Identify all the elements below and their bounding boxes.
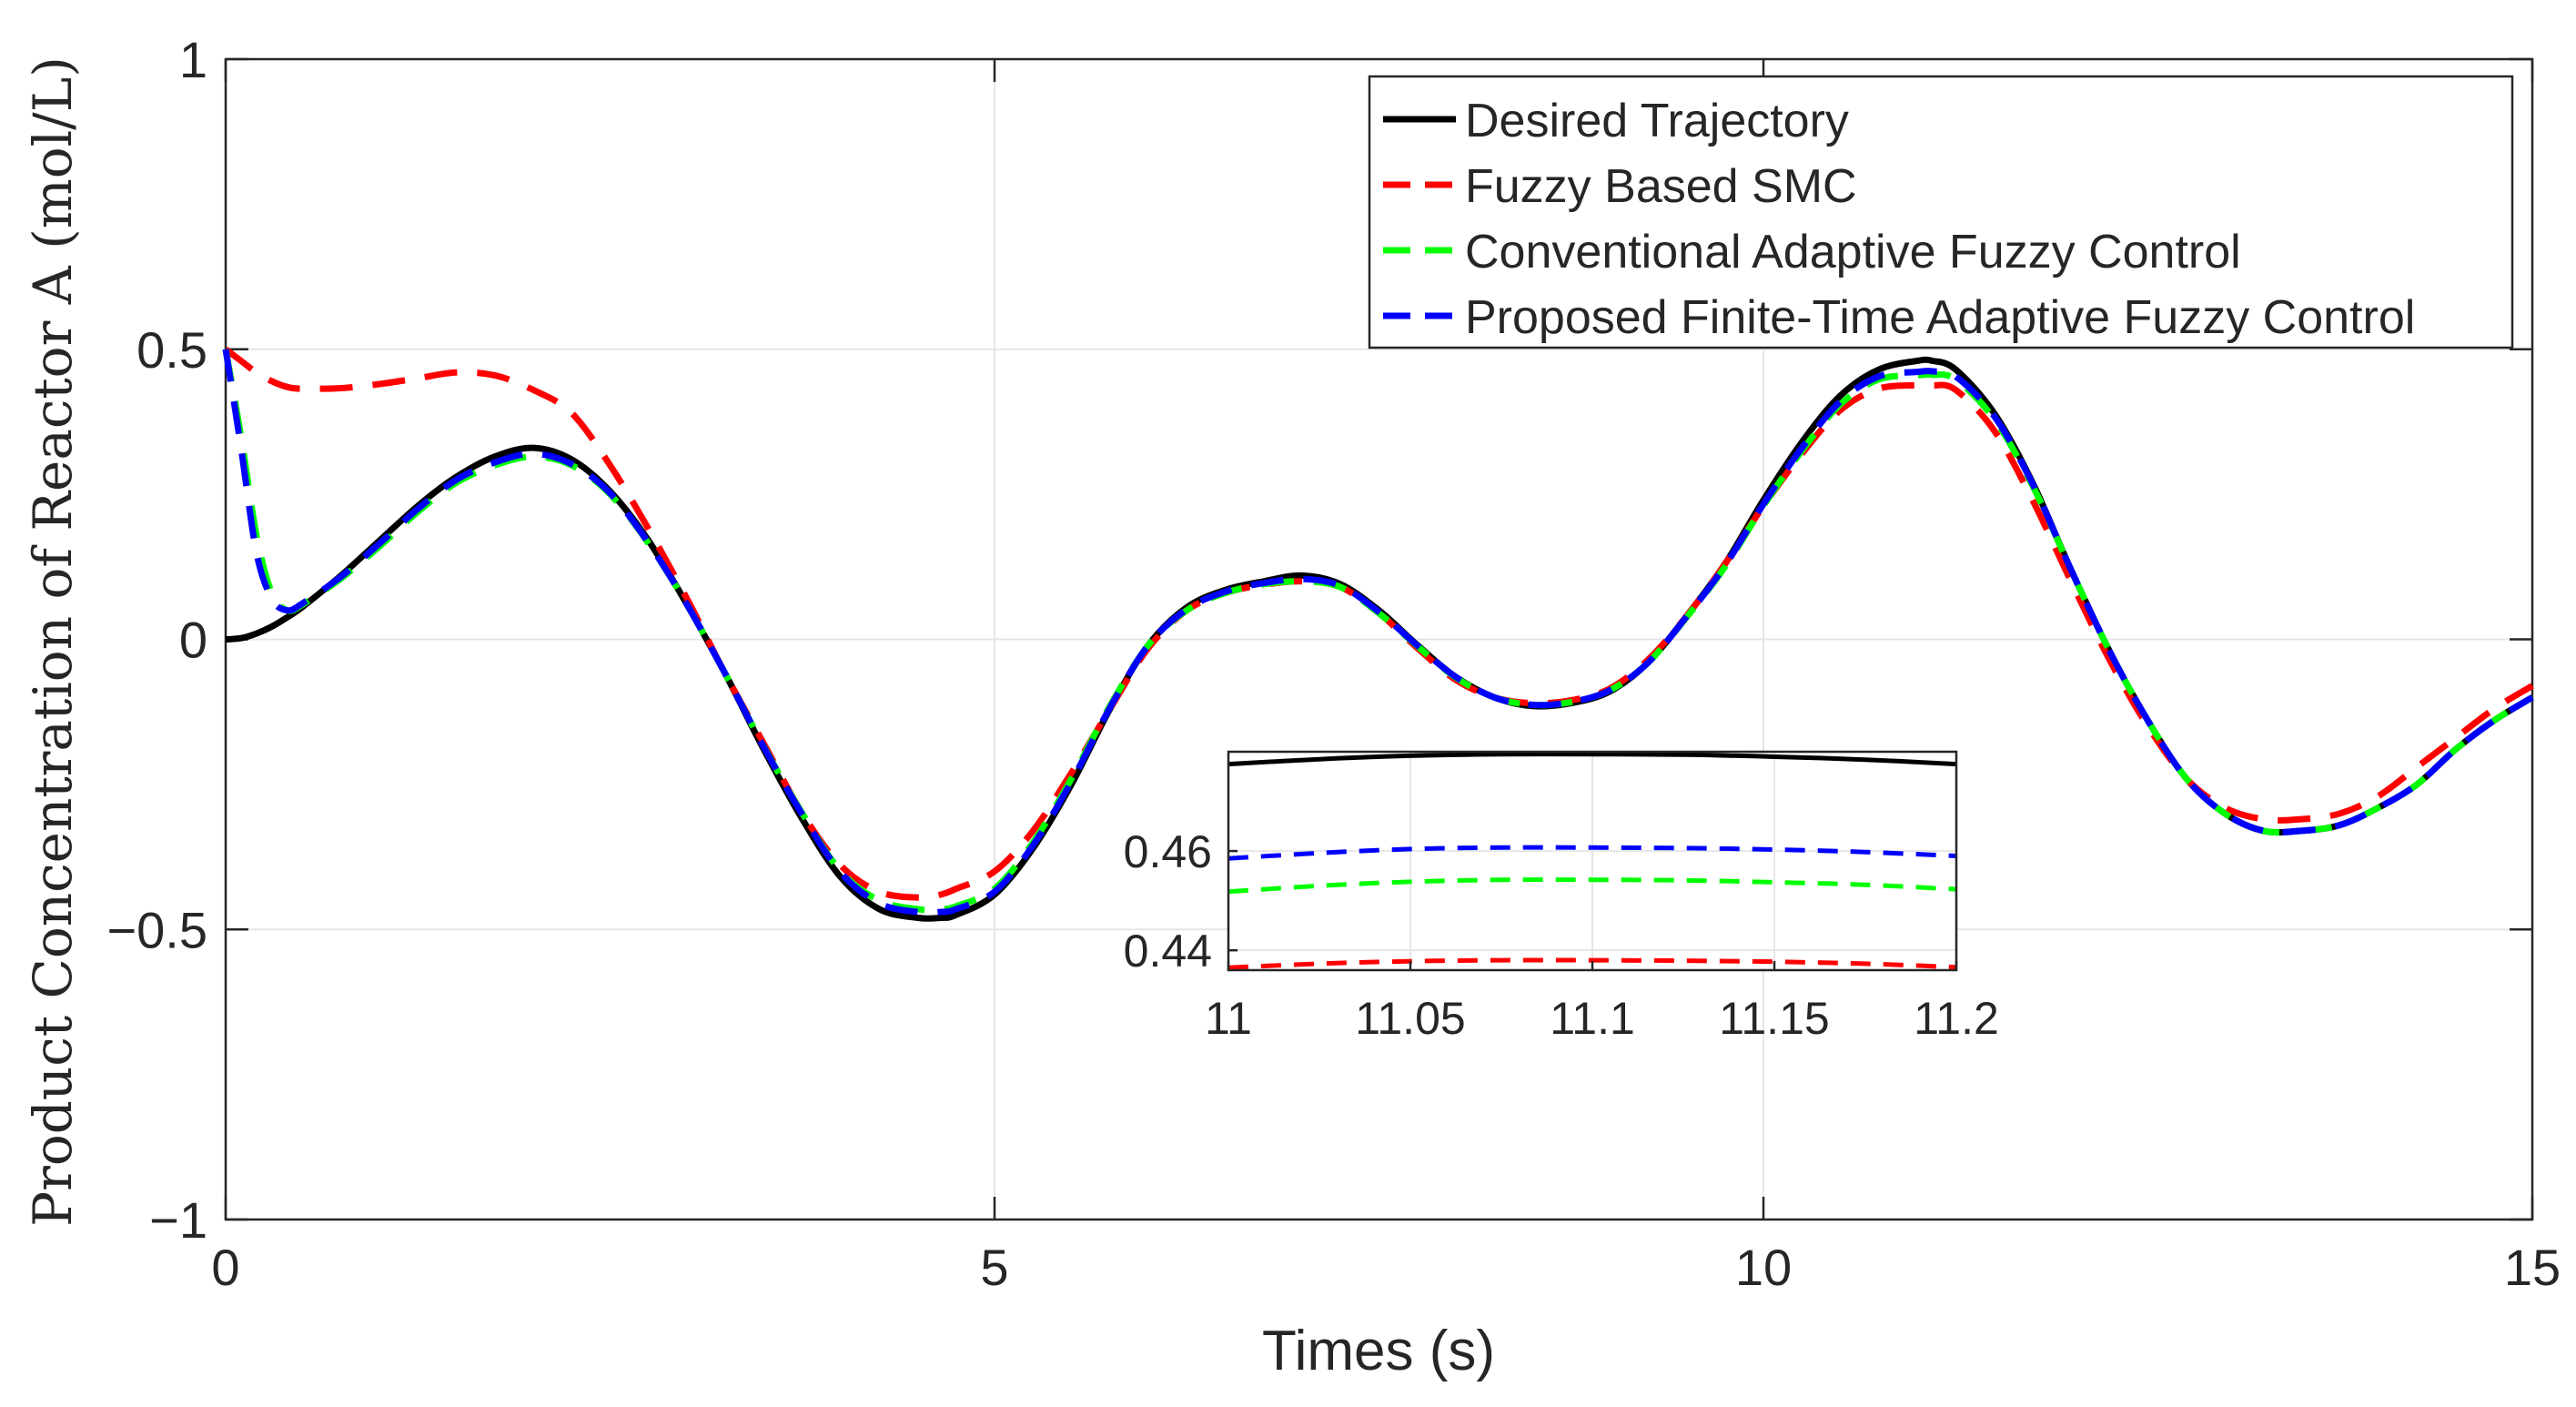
y-tick-label: 0: [179, 612, 207, 669]
x-tick-label: 0: [211, 1239, 239, 1296]
inset-series-line-proposed-finite-time-adaptive-fuzzy-control: [1227, 845, 1957, 861]
y-tick-label: 0.5: [136, 321, 207, 379]
y-tick-label: −1: [149, 1191, 207, 1249]
x-tick-label: 10: [1735, 1239, 1792, 1296]
inset-x-tick-label: 11.15: [1719, 993, 1829, 1044]
inset-x-tick-label: 11.1: [1550, 993, 1635, 1044]
inset-series-line-fuzzy-based-smc: [1227, 957, 1957, 970]
y-tick-label: 1: [179, 31, 207, 88]
x-axis-label: Times (s): [1262, 1320, 1495, 1382]
y-tick-label: −0.5: [106, 901, 207, 958]
inset-zoom-plot: 11 11.05 11.1 11.15 11.2 0.44 0.46: [1124, 750, 1999, 1044]
inset-y-tick-label: 0.46: [1124, 826, 1212, 877]
main-series-lines: [222, 347, 2534, 922]
inset-y-tick-label: 0.44: [1124, 926, 1212, 977]
inset-x-tick-label: 11: [1205, 993, 1252, 1044]
legend-box: [1368, 75, 2514, 349]
inset-series-lines: [1227, 752, 1957, 970]
x-tick-label: 15: [2504, 1239, 2561, 1296]
inset-x-tick-label: 11.05: [1355, 993, 1465, 1044]
y-axis-label: Product Concentration of Reactor A (mol/…: [22, 56, 84, 1227]
legend-label-conventional-adaptive-fuzzy-control: Conventional Adaptive Fuzzy Control: [1465, 226, 2241, 278]
main-ticks: 0 5 10 15 −1 −0.5 0 0.5 1: [106, 31, 2561, 1296]
legend-label-desired-trajectory: Desired Trajectory: [1465, 95, 1849, 147]
series-line-proposed-finite-time-adaptive-fuzzy-control: [222, 349, 2534, 916]
series-line-fuzzy-based-smc: [223, 347, 2534, 901]
legend-label-fuzzy-based-smc: Fuzzy Based SMC: [1465, 160, 1857, 213]
legend: Desired Trajectory Fuzzy Based SMC Convent…: [1368, 75, 2514, 349]
x-tick-label: 5: [980, 1239, 1008, 1296]
inset-x-tick-label: 11.2: [1914, 993, 1999, 1044]
inset-ticks: 11 11.05 11.1 11.15 11.2 0.44 0.46: [1124, 826, 1999, 1044]
inset-series-line-desired-trajectory: [1227, 752, 1957, 767]
legend-label-proposed-finite-time-adaptive-fuzzy-control: Proposed Finite-Time Adaptive Fuzzy Cont…: [1465, 291, 2415, 344]
inset-series-line-conventional-adaptive-fuzzy-control: [1227, 877, 1957, 895]
